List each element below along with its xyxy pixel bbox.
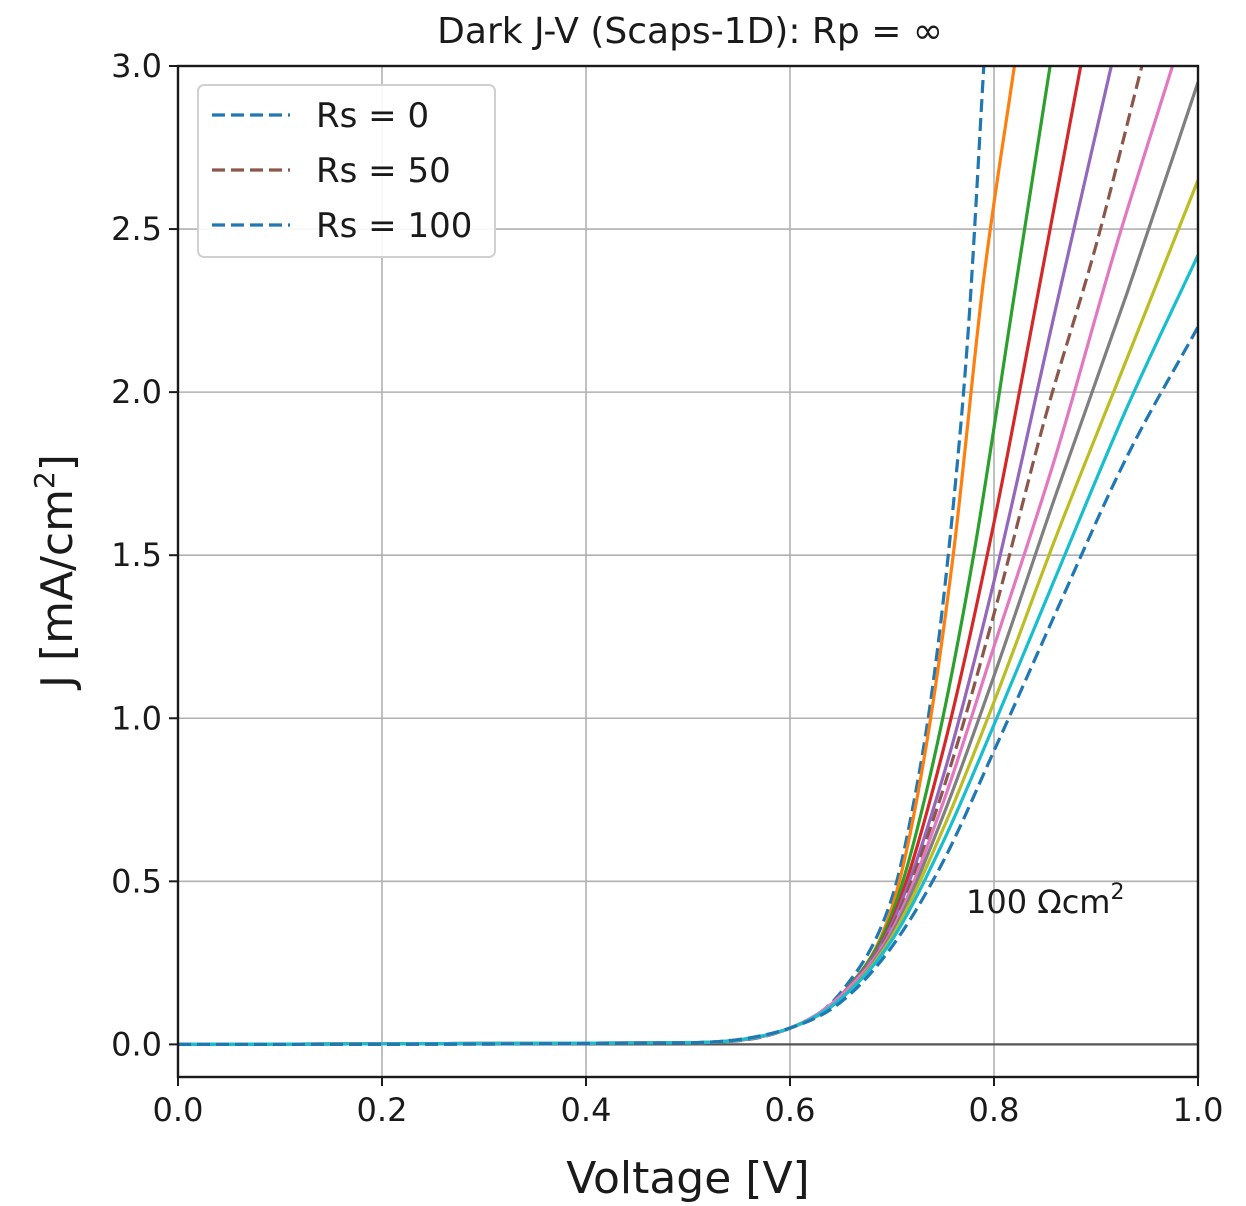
plot-frame	[176, 64, 1200, 1079]
y-axis-label-tail: ]	[32, 454, 83, 471]
x-tick-label: 1.0	[1173, 1091, 1224, 1129]
legend-box	[197, 84, 496, 258]
x-tick-label: 0.8	[969, 1091, 1020, 1129]
legend-label: Rs = 50	[316, 151, 451, 191]
rs-annotation: 100 Ωcm2	[966, 880, 1124, 921]
series-line-rs-0	[178, 66, 986, 1046]
y-axis-label-main: J [mA/cm	[32, 489, 83, 691]
curves	[178, 66, 1198, 1046]
chart-title: Dark J-V (Scaps-1D): Rp = ∞	[437, 11, 943, 52]
y-tick-label: 2.5	[111, 210, 162, 248]
y-axis-label-sup: 2	[28, 471, 61, 489]
series-line-rs-100	[178, 326, 1198, 1046]
x-axis-label: Voltage [V]	[566, 1153, 809, 1204]
y-axis-label: J [mA/cm2]	[28, 454, 83, 691]
rs-annotation-text: 100 Ωcm	[966, 883, 1110, 921]
y-tick-label: 1.0	[111, 699, 162, 737]
series-line-rs-90	[178, 254, 1198, 1046]
y-tick-label: 3.0	[111, 47, 162, 85]
x-tick-label: 0.4	[561, 1091, 612, 1129]
legend-label: Rs = 0	[316, 96, 429, 136]
x-tick-label: 0.6	[765, 1091, 816, 1129]
y-tick-label: 0.5	[111, 862, 162, 900]
legend: Rs = 0 Rs = 50 Rs = 100	[197, 84, 496, 258]
y-tick-label: 1.5	[111, 536, 162, 574]
y-tick-label: 0.0	[111, 1025, 162, 1063]
ticks: 0.0 0.2 0.4 0.6 0.8 1.0 0.0 0.5 1.0 1.5 2.0 2.5 3.0	[111, 47, 1223, 1129]
legend-label: Rs = 100	[316, 206, 472, 246]
y-tick-label: 2.0	[111, 373, 162, 411]
rs-annotation-sup: 2	[1110, 880, 1124, 905]
x-tick-label: 0.2	[357, 1091, 408, 1129]
x-tick-label: 0.0	[153, 1091, 204, 1129]
